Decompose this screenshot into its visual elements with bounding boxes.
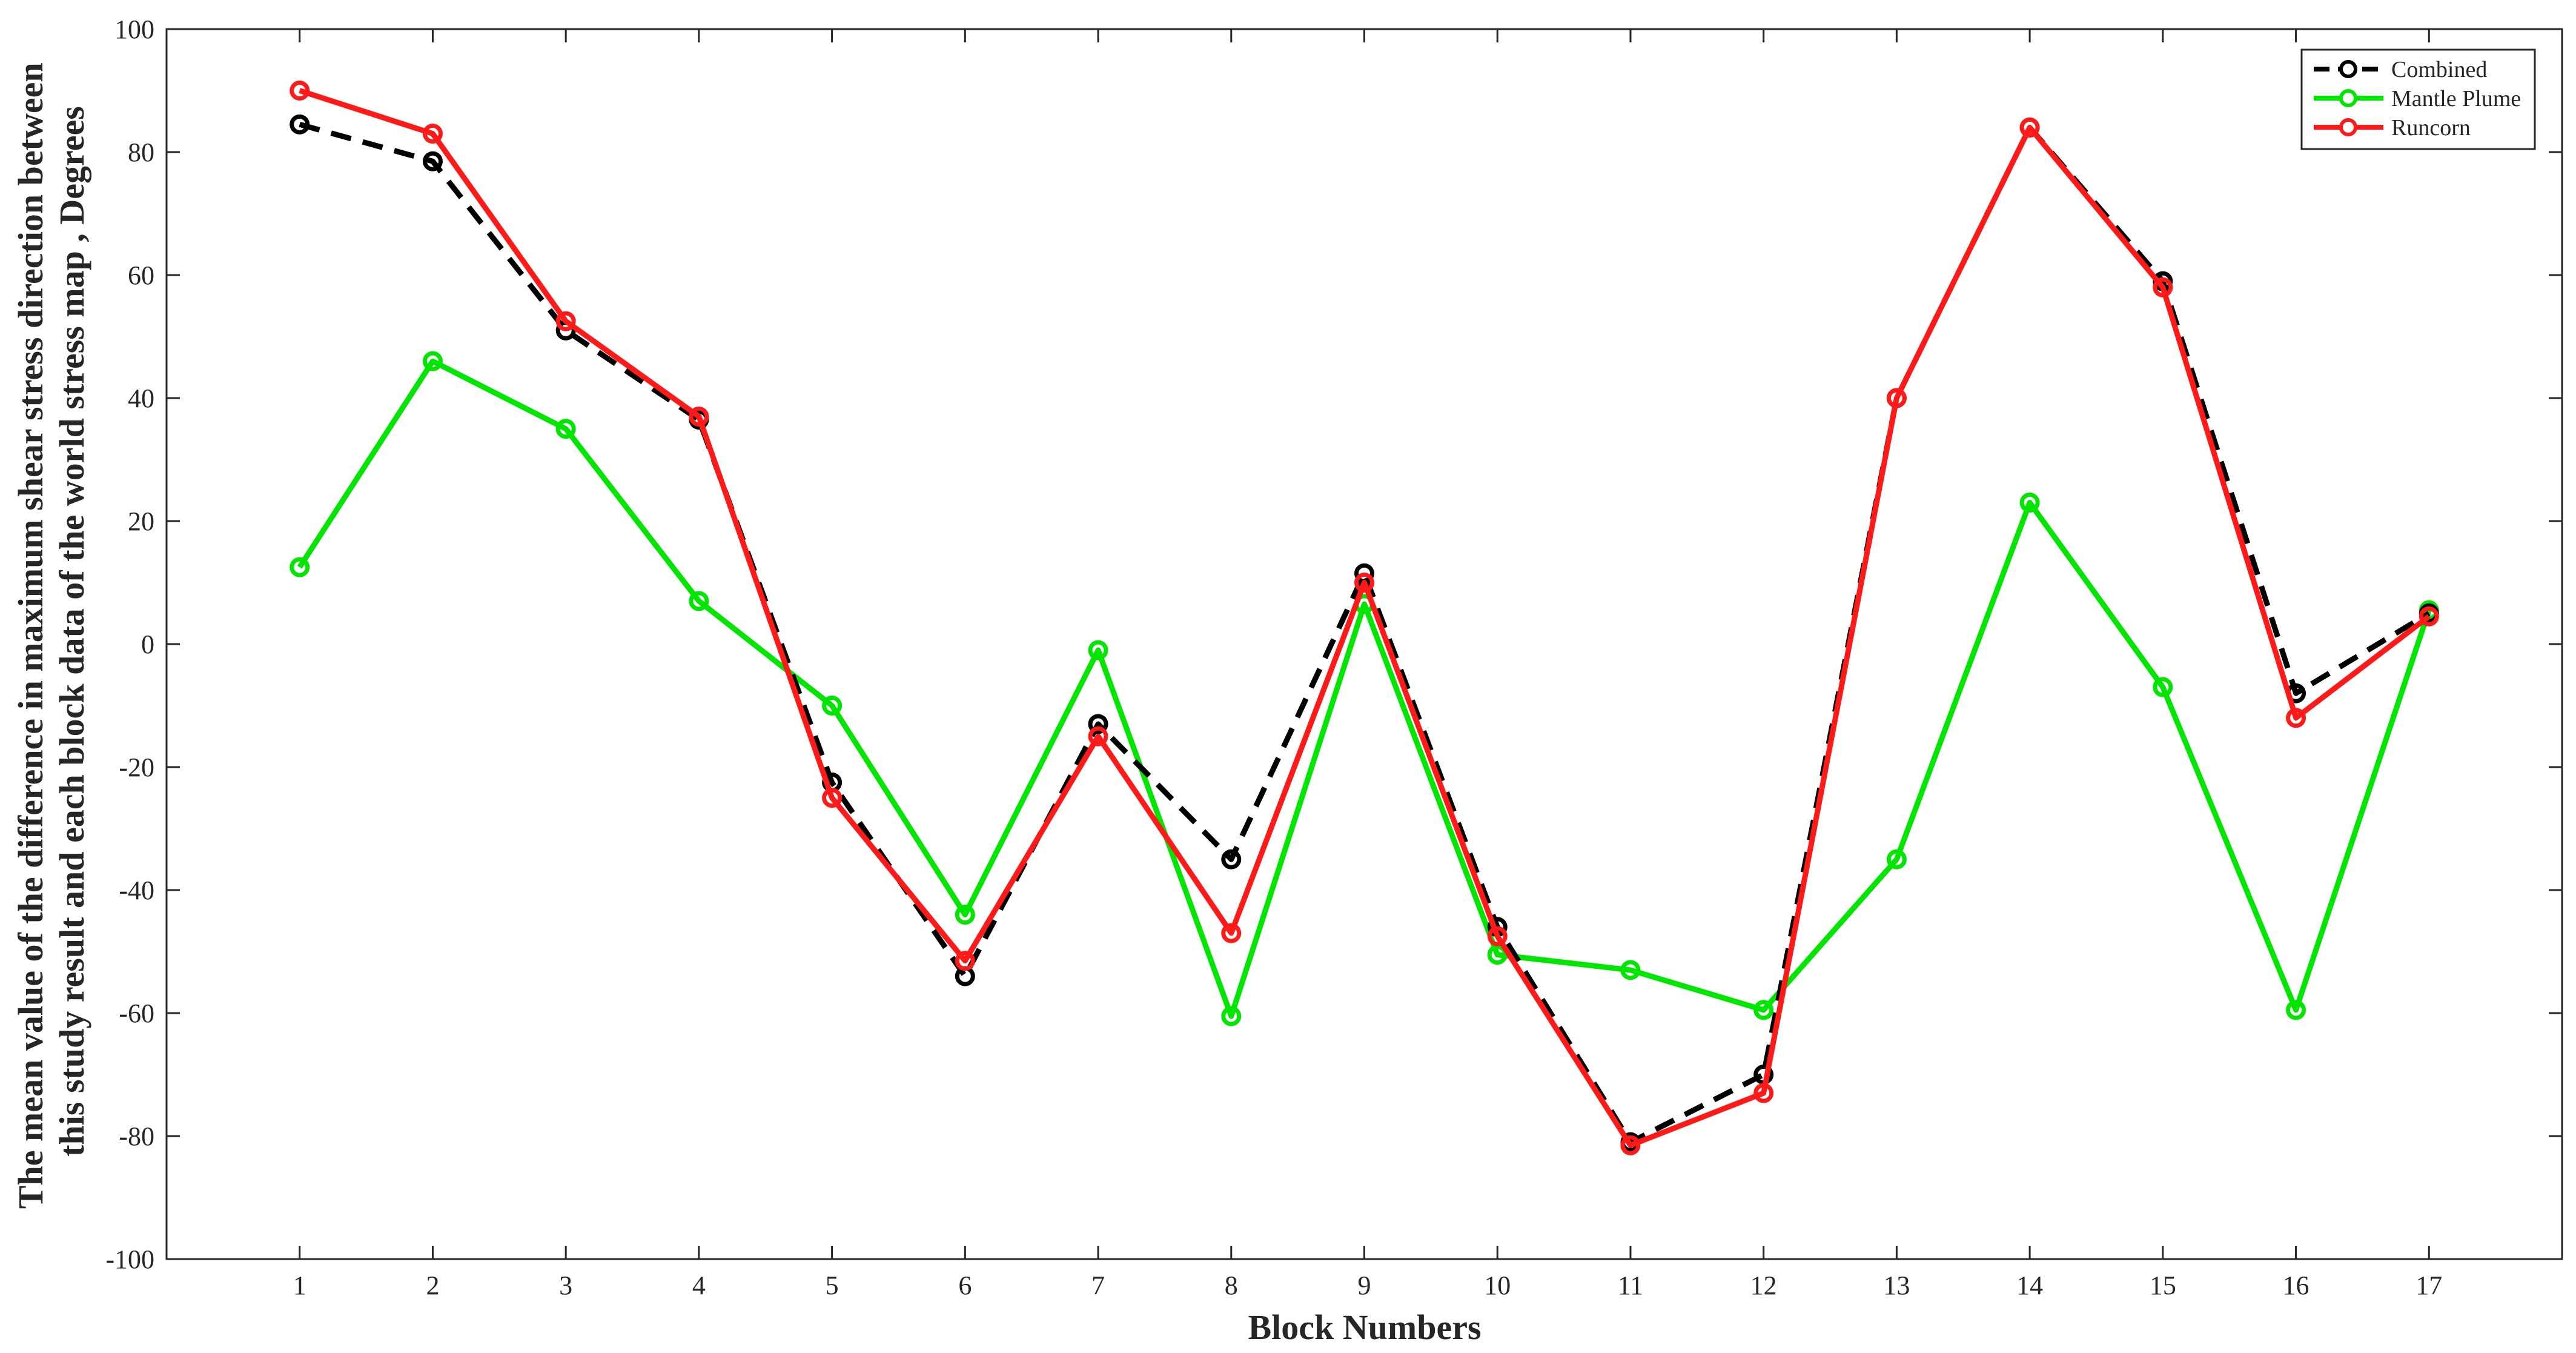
x-tick-label: 3 [559, 1271, 572, 1300]
x-tick-label: 9 [1358, 1271, 1371, 1300]
data-point [1886, 849, 1907, 869]
data-point [555, 311, 576, 331]
legend-swatch-marker [2339, 118, 2357, 136]
data-point [1620, 1135, 1641, 1155]
y-tick-label: 20 [128, 507, 154, 536]
data-point [290, 557, 310, 577]
data-point [1088, 726, 1108, 746]
data-point [955, 905, 975, 925]
x-tick-label: 17 [2415, 1271, 2442, 1300]
data-point [1221, 849, 1242, 869]
series-line [299, 88, 2431, 1148]
y-axis-title-line-2: this study result and each block data of… [52, 106, 91, 1157]
x-tick-label: 10 [1484, 1271, 1511, 1300]
data-point [2019, 493, 2040, 513]
y-tick-label: -100 [105, 1245, 154, 1274]
x-tick-label: 4 [692, 1271, 706, 1300]
data-point [1088, 714, 1108, 734]
x-axis-title: Block Numbers [1248, 1308, 1481, 1347]
data-point [1354, 573, 1374, 593]
x-tick-label: 6 [958, 1271, 972, 1300]
data-point [689, 591, 709, 611]
series-layer [290, 81, 2439, 1155]
data-point [1487, 926, 1508, 946]
data-point [290, 81, 310, 101]
x-tick-label: 11 [1618, 1271, 1643, 1300]
x-tick-label: 12 [1750, 1271, 1777, 1300]
data-point [555, 419, 576, 439]
series-runcorn [290, 81, 2439, 1155]
x-tick-label: 13 [1883, 1271, 1910, 1300]
y-axis-title: The mean value of the difference in maxi… [11, 54, 91, 1209]
legend-swatch-marker [2339, 60, 2357, 78]
y-tick-label: 40 [128, 384, 154, 413]
x-tick-label: 8 [1225, 1271, 1238, 1300]
data-point [1620, 960, 1641, 980]
legend-label: Runcorn [2391, 115, 2471, 141]
data-point [422, 151, 443, 171]
legend-label: Combined [2391, 57, 2487, 82]
data-point [2153, 677, 2173, 697]
data-point [1221, 1006, 1242, 1026]
y-tick-label: -20 [119, 753, 154, 782]
series-mantle-plume [290, 351, 2439, 1026]
x-tick-label: 2 [426, 1271, 439, 1300]
data-point [1088, 640, 1108, 660]
x-tick-label: 16 [2283, 1271, 2309, 1300]
y-axis-title-line-1: The mean value of the difference in maxi… [11, 62, 50, 1209]
x-tick-label: 15 [2150, 1271, 2176, 1300]
data-point [955, 951, 975, 971]
y-tick-label: -80 [119, 1122, 154, 1151]
x-tick-label: 7 [1091, 1271, 1105, 1300]
data-point [822, 696, 843, 716]
data-point [290, 114, 310, 135]
data-point [422, 124, 443, 144]
data-point [2019, 117, 2040, 138]
data-point [2286, 708, 2306, 728]
legend-label: Mantle Plume [2391, 86, 2521, 111]
y-tick-label: 80 [128, 138, 154, 167]
x-tick-label: 5 [826, 1271, 839, 1300]
y-tick-label: 0 [141, 630, 154, 659]
legend-swatch-marker [2339, 89, 2357, 107]
data-point [422, 351, 443, 371]
data-point [1753, 1000, 1774, 1020]
data-point [2286, 1000, 2306, 1020]
data-point [1221, 923, 1242, 943]
data-point [1487, 945, 1508, 965]
data-point [1753, 1083, 1774, 1103]
y-tick-label: 100 [114, 15, 154, 44]
data-point [1886, 388, 1907, 408]
legend: Combined Mantle Plume Runcorn [2300, 48, 2536, 150]
x-tick-label: 1 [293, 1271, 306, 1300]
series-line [297, 358, 2432, 1019]
x-tick-label: 14 [2016, 1271, 2043, 1300]
data-point [2419, 606, 2439, 627]
data-point [822, 788, 843, 808]
data-point [2153, 277, 2173, 298]
y-tick-label: 60 [128, 261, 154, 290]
y-tick-label: -60 [119, 999, 154, 1028]
y-tick-label: -40 [119, 876, 154, 905]
data-point [689, 406, 709, 427]
